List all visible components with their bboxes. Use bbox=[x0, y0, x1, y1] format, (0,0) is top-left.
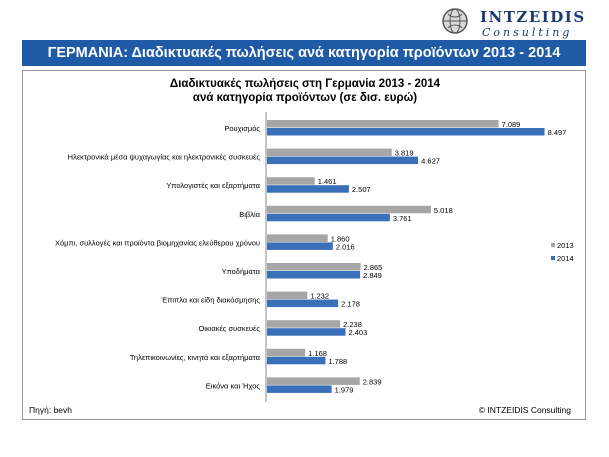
data-label-2014: 8.497 bbox=[548, 128, 567, 137]
data-label-2013: 1.232 bbox=[310, 292, 329, 301]
bar-2014 bbox=[267, 299, 339, 308]
bar-2014 bbox=[267, 385, 332, 393]
category-label: Υποδήματα bbox=[222, 267, 261, 276]
bar-chart: Ρουχισμός 7.089 8.497 Ηλεκτρονικά μέσα ψυχα… bbox=[55, 112, 574, 402]
data-label-2013: 1.860 bbox=[331, 234, 350, 243]
chart-title-block: Διαδικτυακές πωλήσεις στη Γερμανία 2013 … bbox=[23, 77, 587, 105]
company-logo: INTZEIDIS Consulting bbox=[440, 6, 600, 40]
data-label-2013: 1.461 bbox=[318, 177, 337, 186]
category-label: Ηλεκτρονικά μέσα ψυχαγωγίας και ηλεκτρον… bbox=[68, 153, 261, 162]
legend-label-2014: 2014 bbox=[557, 254, 574, 263]
logo-name: INTZEIDIS bbox=[480, 8, 586, 26]
bar-2014 bbox=[267, 328, 346, 336]
page-title-banner: ΓΕΡΜΑΝΙΑ: Διαδικτυακές πωλήσεις ανά κατη… bbox=[22, 40, 586, 66]
category-label: Υπολογιστές και εξαρτήματα bbox=[166, 181, 260, 190]
data-label-2013: 3.819 bbox=[395, 149, 414, 158]
globe-icon bbox=[442, 8, 468, 34]
data-label-2014: 3.761 bbox=[393, 214, 412, 223]
data-label-2013: 5.018 bbox=[434, 206, 453, 215]
category-label: Οικιακές συσκευές bbox=[198, 324, 260, 333]
data-label-2014: 2.507 bbox=[352, 185, 371, 194]
data-label-2014: 2.016 bbox=[336, 242, 355, 251]
bar-2013 bbox=[267, 377, 360, 385]
bar-2013 bbox=[267, 234, 328, 242]
data-label-2014: 4.627 bbox=[421, 157, 440, 166]
data-label-2014: 2.849 bbox=[363, 271, 382, 280]
data-label-2014: 2.178 bbox=[341, 300, 360, 309]
category-label: Τηλεπικοινωνίες, κινητά και εξαρτήματα bbox=[130, 353, 261, 362]
legend-swatch-2014 bbox=[551, 256, 555, 260]
category-label: Εικόνα και Ήχος bbox=[206, 381, 261, 390]
legend-label-2013: 2013 bbox=[557, 241, 574, 250]
data-label-2014: 2.403 bbox=[348, 328, 367, 337]
data-label-2013: 1.168 bbox=[308, 349, 327, 358]
bar-2013 bbox=[267, 348, 306, 357]
bar-2013 bbox=[267, 205, 431, 214]
chart-title: Διαδικτυακές πωλήσεις στη Γερμανία 2013 … bbox=[169, 78, 441, 90]
category-label: Ρουχισμός bbox=[224, 124, 260, 133]
bar-2014 bbox=[267, 128, 545, 136]
bar-2013 bbox=[267, 320, 341, 328]
data-label-2014: 1.979 bbox=[335, 385, 354, 394]
copyright-note: © INTZEIDIS Consulting bbox=[478, 405, 571, 415]
bar-2013 bbox=[267, 263, 361, 271]
source-note: Πηγή: bevh bbox=[29, 405, 72, 415]
bar-2013 bbox=[267, 148, 392, 157]
bar-2014 bbox=[267, 156, 419, 165]
legend-swatch-2013 bbox=[551, 243, 555, 247]
bar-2014 bbox=[267, 213, 390, 222]
chart-subtitle: ανά κατηγορία προϊόντων (σε δισ. ευρώ) bbox=[192, 92, 418, 104]
bar-2013 bbox=[267, 120, 499, 128]
bar-2014 bbox=[267, 356, 326, 365]
bar-2014 bbox=[267, 185, 349, 193]
category-label: Έπιπλα και είδη διακόσμησης bbox=[160, 296, 260, 305]
bar-2014 bbox=[267, 242, 333, 250]
bar-2013 bbox=[267, 291, 308, 300]
data-label-2013: 2.865 bbox=[364, 263, 383, 272]
category-label: Χόμπι, συλλογές και προϊόντα βιομηχανίας… bbox=[55, 238, 260, 247]
data-label-2013: 7.089 bbox=[502, 120, 521, 129]
chart-frame: Διαδικτυακές πωλήσεις στη Γερμανία 2013 … bbox=[22, 70, 586, 420]
bar-2014 bbox=[267, 271, 361, 279]
logo-subtitle: Consulting bbox=[482, 26, 573, 39]
data-label-2014: 1.788 bbox=[328, 357, 347, 366]
category-label: Βιβλία bbox=[239, 210, 260, 219]
bar-2013 bbox=[267, 177, 315, 185]
data-label-2013: 2.839 bbox=[363, 377, 382, 386]
data-label-2013: 2.238 bbox=[343, 320, 362, 329]
